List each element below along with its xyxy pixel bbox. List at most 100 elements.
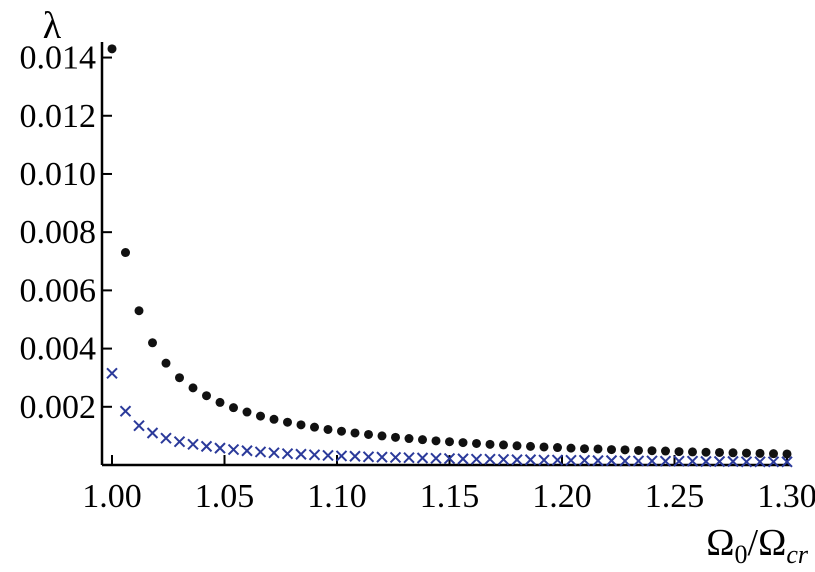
- data-point-dot: [337, 426, 346, 436]
- data-point-dot: [620, 445, 630, 455]
- data-point-cross: [241, 445, 253, 457]
- data-point-cross: [335, 450, 348, 462]
- data-point-dot: [377, 431, 387, 441]
- data-point-cross: [781, 456, 793, 468]
- y-tick-label: 0.008: [20, 214, 97, 251]
- data-point-dot: [526, 441, 535, 451]
- x-axis-label-sub-cr: cr: [786, 540, 809, 569]
- data-point-dot: [580, 444, 589, 454]
- data-point-cross: [659, 455, 672, 467]
- data-point-cross: [362, 451, 375, 463]
- data-point-dot: [755, 448, 765, 458]
- data-point-cross: [133, 420, 145, 432]
- data-point-cross: [619, 455, 631, 467]
- x-tick-label: 1.05: [195, 478, 255, 515]
- series-dot: [107, 44, 792, 459]
- y-tick-label: 0.014: [20, 40, 97, 77]
- data-point-cross: [430, 452, 442, 465]
- data-point-dot: [188, 383, 198, 393]
- data-point-cross: [187, 438, 199, 451]
- data-point-cross: [686, 455, 699, 467]
- data-point-dot: [472, 438, 481, 448]
- data-point-dot: [701, 447, 711, 457]
- data-point-cross: [511, 454, 523, 466]
- data-point-cross: [322, 449, 334, 462]
- x-tick-label: 1.30: [757, 478, 815, 515]
- data-point-dot: [350, 428, 360, 438]
- data-point-cross: [349, 450, 361, 462]
- data-point-cross: [565, 454, 577, 467]
- data-point-cross: [227, 443, 240, 456]
- x-tick-label: 1.25: [645, 478, 705, 515]
- data-point-dot: [242, 407, 252, 417]
- y-ticks: 0.002 0.004 0.006 0.008 0.010 0.012 0.014: [20, 40, 112, 426]
- y-tick-label: 0.012: [20, 98, 97, 135]
- data-point-cross: [214, 442, 226, 454]
- data-point-dot: [769, 449, 778, 459]
- data-point-dot: [674, 447, 684, 457]
- data-point-dot: [742, 448, 751, 458]
- data-point-dot: [283, 417, 292, 427]
- data-point-dot: [391, 432, 400, 442]
- data-point-cross: [484, 453, 496, 465]
- data-point-dot: [499, 440, 508, 450]
- data-point-cross: [551, 454, 564, 466]
- data-point-dot: [404, 434, 414, 444]
- data-point-dot: [485, 439, 495, 449]
- data-point-dot: [607, 445, 616, 455]
- data-point-cross: [700, 455, 712, 468]
- y-tick-label: 0.004: [20, 331, 97, 368]
- data-point-cross: [754, 456, 766, 468]
- data-point-cross: [200, 440, 213, 453]
- series-cross: [106, 367, 793, 468]
- data-point-dot: [323, 424, 333, 434]
- data-point-cross: [713, 455, 726, 468]
- data-point-cross: [727, 455, 739, 468]
- data-point-cross: [106, 367, 118, 380]
- y-tick-label: 0.010: [20, 156, 97, 193]
- data-point-cross: [646, 455, 658, 467]
- data-point-cross: [295, 448, 307, 460]
- x-axis-label-omega0: Ω: [706, 522, 734, 564]
- data-point-cross: [538, 454, 550, 466]
- data-point-dot: [296, 420, 306, 430]
- data-point-dot: [215, 397, 225, 407]
- data-markers: [106, 44, 793, 468]
- data-point-dot: [458, 438, 468, 448]
- axes: [100, 42, 790, 467]
- data-point-cross: [268, 447, 280, 459]
- data-point-cross: [281, 447, 294, 460]
- data-point-cross: [254, 446, 267, 458]
- data-point-dot: [121, 248, 130, 258]
- data-point-dot: [647, 446, 657, 456]
- data-point-dot: [688, 447, 697, 457]
- data-point-dot: [539, 442, 549, 452]
- data-point-dot: [661, 446, 670, 456]
- data-point-dot: [256, 411, 265, 421]
- data-point-cross: [416, 452, 429, 464]
- data-point-dot: [364, 429, 373, 439]
- data-point-cross: [578, 454, 591, 467]
- data-point-cross: [740, 456, 753, 468]
- y-tick-label: 0.002: [20, 389, 97, 426]
- data-point-dot: [229, 403, 238, 413]
- data-point-cross: [592, 454, 604, 467]
- data-point-dot: [431, 436, 441, 446]
- x-tick-label: 1.15: [420, 478, 480, 515]
- data-point-cross: [632, 455, 645, 467]
- data-point-dot: [202, 391, 211, 401]
- data-point-cross: [605, 454, 618, 467]
- data-point-dot: [593, 444, 603, 454]
- data-point-cross: [497, 453, 510, 466]
- data-point-dot: [148, 338, 157, 348]
- data-point-dot: [728, 448, 738, 458]
- data-point-dot: [445, 437, 454, 447]
- data-point-cross: [403, 452, 415, 464]
- data-point-dot: [553, 443, 562, 453]
- data-point-cross: [443, 452, 456, 465]
- x-tick-label: 1.00: [82, 478, 142, 515]
- data-point-dot: [107, 44, 117, 54]
- data-point-dot: [715, 447, 724, 457]
- data-point-cross: [389, 451, 402, 464]
